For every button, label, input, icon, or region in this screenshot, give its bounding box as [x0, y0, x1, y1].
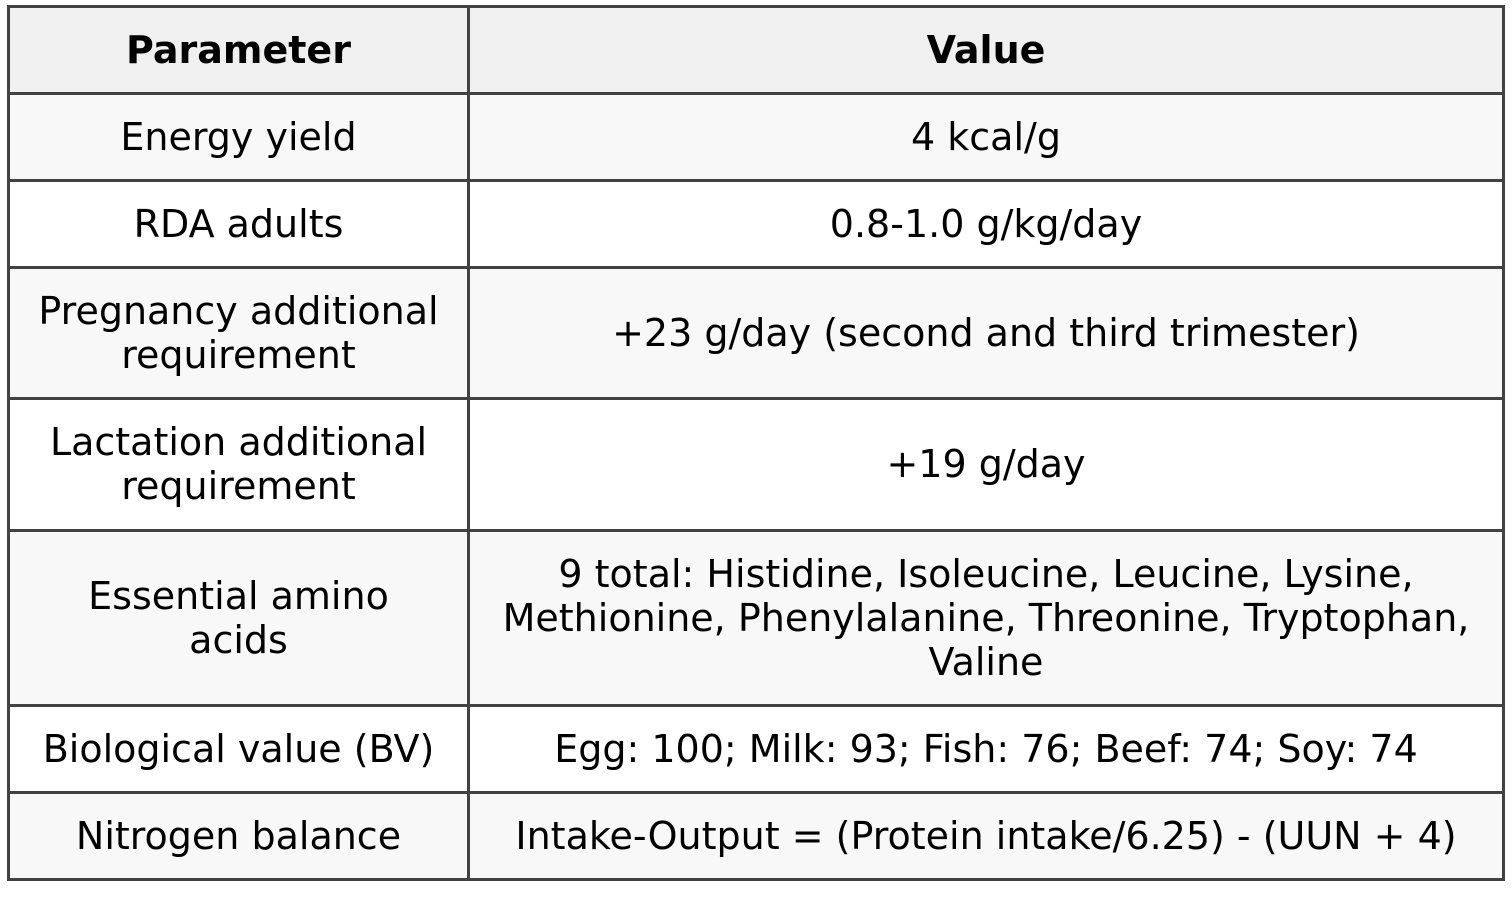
parameter-cell: Essential amino acids: [7, 528, 470, 707]
value-cell: Egg: 100; Milk: 93; Fish: 76; Beef: 74; …: [467, 703, 1505, 794]
value-cell: 4 kcal/g: [467, 92, 1505, 183]
parameter-cell: Energy yield: [7, 92, 470, 183]
table-row: Nitrogen balance Intake-Output = (Protein…: [7, 790, 1505, 881]
parameter-cell: RDA adults: [7, 179, 470, 270]
value-cell: 0.8-1.0 g/kg/day: [467, 179, 1505, 270]
value-cell: 9 total: Histidine, Isoleucine, Leucine,…: [467, 528, 1505, 707]
protein-parameters-table: Parameter Value Energy yield 4 kcal/g RDA …: [7, 4, 1505, 881]
column-header-value: Value: [467, 4, 1505, 96]
value-cell: +19 g/day: [467, 397, 1505, 532]
value-cell: +23 g/day (second and third trimester): [467, 266, 1505, 401]
table-row: Energy yield 4 kcal/g: [7, 92, 1505, 183]
table-row: RDA adults 0.8-1.0 g/kg/day: [7, 179, 1505, 270]
parameter-cell: Biological value (BV): [7, 703, 470, 794]
table-row: Lactation additional requirement +19 g/da…: [7, 397, 1505, 532]
parameter-cell: Nitrogen balance: [7, 790, 470, 881]
table-row: Pregnancy additional requirement +23 g/da…: [7, 266, 1505, 401]
header-row: Parameter Value: [7, 4, 1505, 96]
table-row: Biological value (BV) Egg: 100; Milk: 93;…: [7, 703, 1505, 794]
parameter-cell: Pregnancy additional requirement: [7, 266, 470, 401]
table-row: Essential amino acids 9 total: Histidine,…: [7, 528, 1505, 707]
column-header-parameter: Parameter: [7, 4, 470, 96]
parameter-cell: Lactation additional requirement: [7, 397, 470, 532]
value-cell: Intake-Output = (Protein intake/6.25) - …: [467, 790, 1505, 881]
